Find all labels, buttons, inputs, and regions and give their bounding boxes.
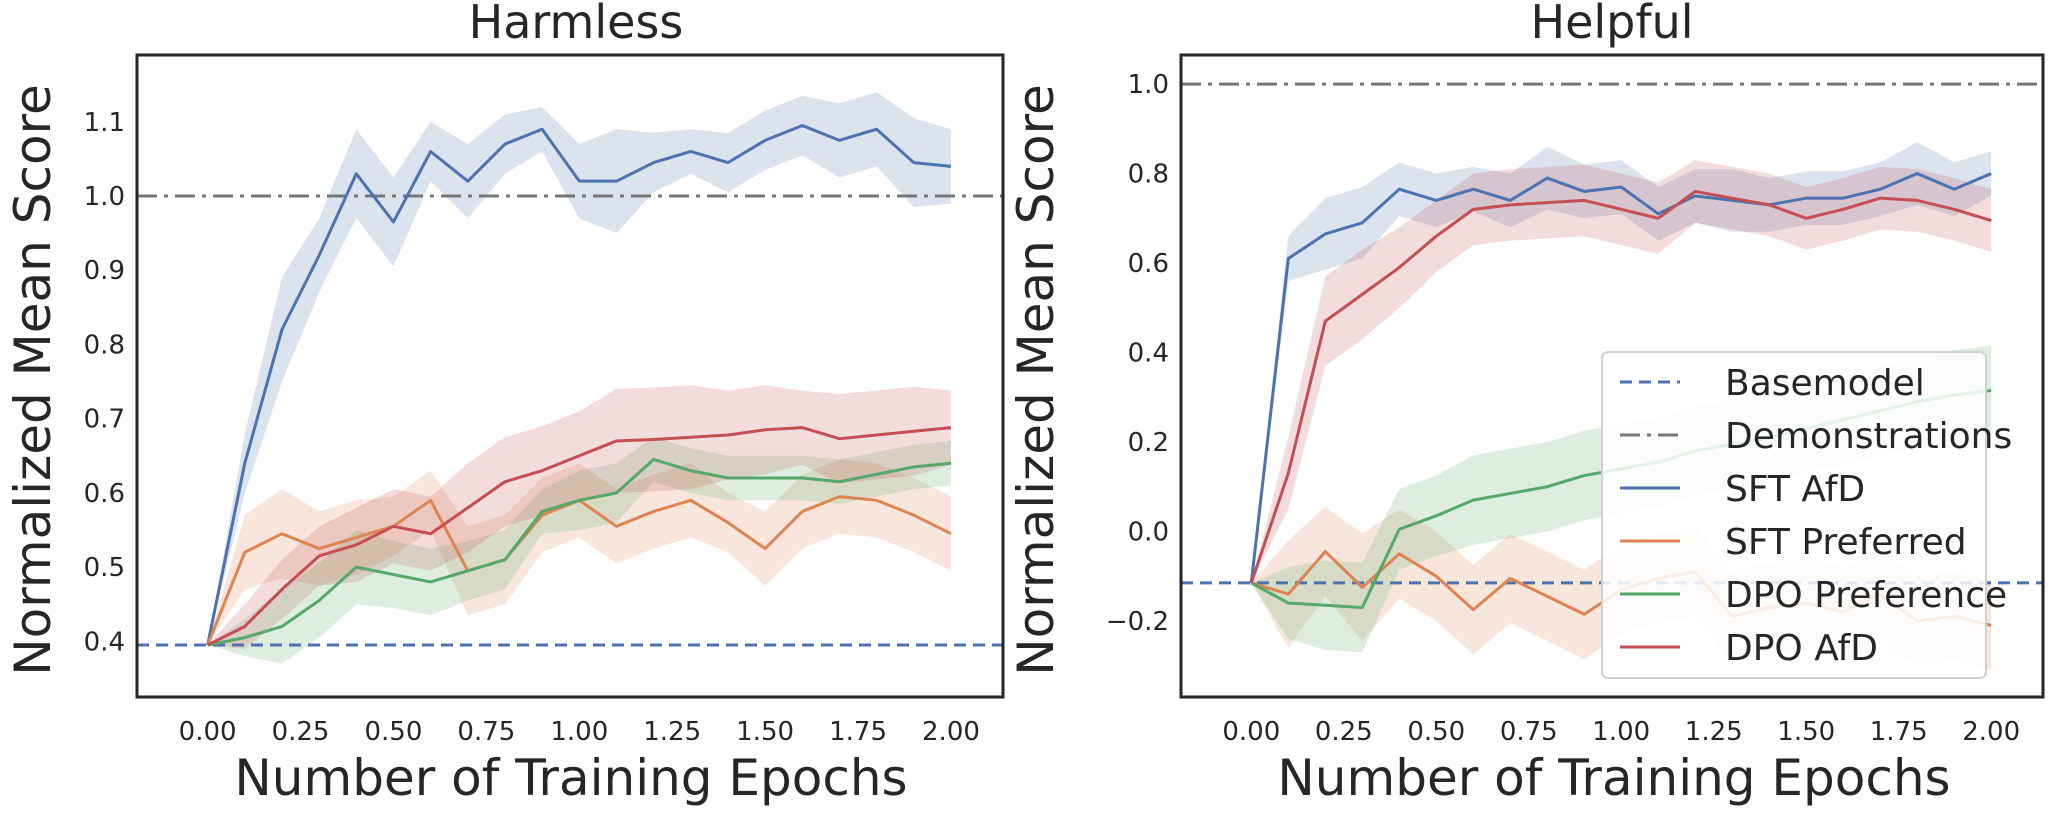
legend: Basemodel Demonstrations SFT AfD SFT Prefer… [1601,351,2012,679]
harmless-title: Harmless [469,0,684,49]
helpful-xlabel: Number of Training Epochs [1277,749,1950,807]
harmless-xtick-label: 2.00 [922,717,980,747]
helpful-xtick-label: 1.75 [1870,717,1928,747]
helpful-xtick-label: 0.50 [1407,717,1465,747]
harmless-xtick-label: 1.00 [550,717,608,747]
helpful-sft-afd-band [1251,142,1992,583]
harmless-axes-frame [135,53,1005,699]
helpful-xtick-label: 2.00 [1962,717,2020,747]
helpful-ytick-label: 0.2 [1128,428,1169,458]
helpful-dpo-afd-band [1251,160,1992,583]
harmless-xlabel: Number of Training Epochs [234,749,907,807]
harmless-sft-preferred-band [207,459,951,646]
harmless-ytick-label: 1.1 [84,108,125,138]
harmless-xtick-label: 0.00 [179,717,237,747]
harmless-dpo-afd-line [206,426,952,647]
harmless-xtick-label: 0.75 [457,717,515,747]
harmless-ytick-label: 0.7 [84,405,125,435]
harmless-sft-afd-band [207,92,951,646]
helpful-xtick-label: 0.75 [1500,717,1558,747]
helpful-ytick-label: 0.6 [1128,249,1169,279]
legend-sft-afd-label: SFT AfD [1725,469,1865,510]
helpful-ytick-label: 0.8 [1128,160,1169,190]
helpful-dpo-afd-line [1249,189,1992,584]
harmless-dpo-preference-band [207,437,951,664]
harmless-ytick-label: 0.9 [84,256,125,286]
helpful-axes-frame [1179,53,2045,699]
harmless-xtick-label: 0.25 [272,717,330,747]
helpful-xtick-label: 0.00 [1222,717,1280,747]
harmless-ytick-label: 0.5 [84,553,125,583]
harmless-ytick-label: 0.8 [84,330,125,360]
helpful-xtick-label: 1.25 [1685,717,1743,747]
harmless-xtick-label: 1.75 [829,717,887,747]
harmless-dpo-afd-band [207,385,951,649]
harmless-panel: Harmless Normalized Mean Score Number of… [4,0,1005,807]
helpful-title: Helpful [1531,0,1694,49]
helpful-ytick-label: 1.0 [1128,70,1169,100]
legend-dpo-afd-label: DPO AfD [1725,628,1878,669]
helpful-ytick-label: 0.4 [1128,339,1169,369]
harmless-ytick-label: 0.6 [84,479,125,509]
harmless-ylabel: Normalized Mean Score [4,84,62,676]
harmless-xtick-label: 1.25 [643,717,701,747]
legend-demonstrations-label: Demonstrations [1725,416,2012,457]
helpful-ytick-label: −0.2 [1106,607,1169,637]
helpful-ylabel: Normalized Mean Score [1007,84,1065,676]
legend-basemodel-label: Basemodel [1725,363,1925,404]
harmless-sft-afd-line [206,124,952,646]
harmless-xtick-label: 0.50 [365,717,423,747]
harmless-ytick-label: 1.0 [84,182,125,212]
helpful-xtick-label: 1.50 [1777,717,1835,747]
legend-sft-preferred-label: SFT Preferred [1725,522,1967,563]
harmless-ytick-label: 0.4 [84,627,125,657]
legend-dpo-preference-label: DPO Preference [1725,575,2007,616]
helpful-ytick-label: 0.0 [1128,517,1169,547]
legend-frame [1601,351,1987,679]
helpful-xtick-label: 1.00 [1592,717,1650,747]
harmless-dpo-preference-line [207,457,952,647]
harmless-xtick-label: 1.50 [736,717,794,747]
helpful-xtick-label: 0.25 [1315,717,1373,747]
helpful-sft-afd-line [1249,172,1992,584]
